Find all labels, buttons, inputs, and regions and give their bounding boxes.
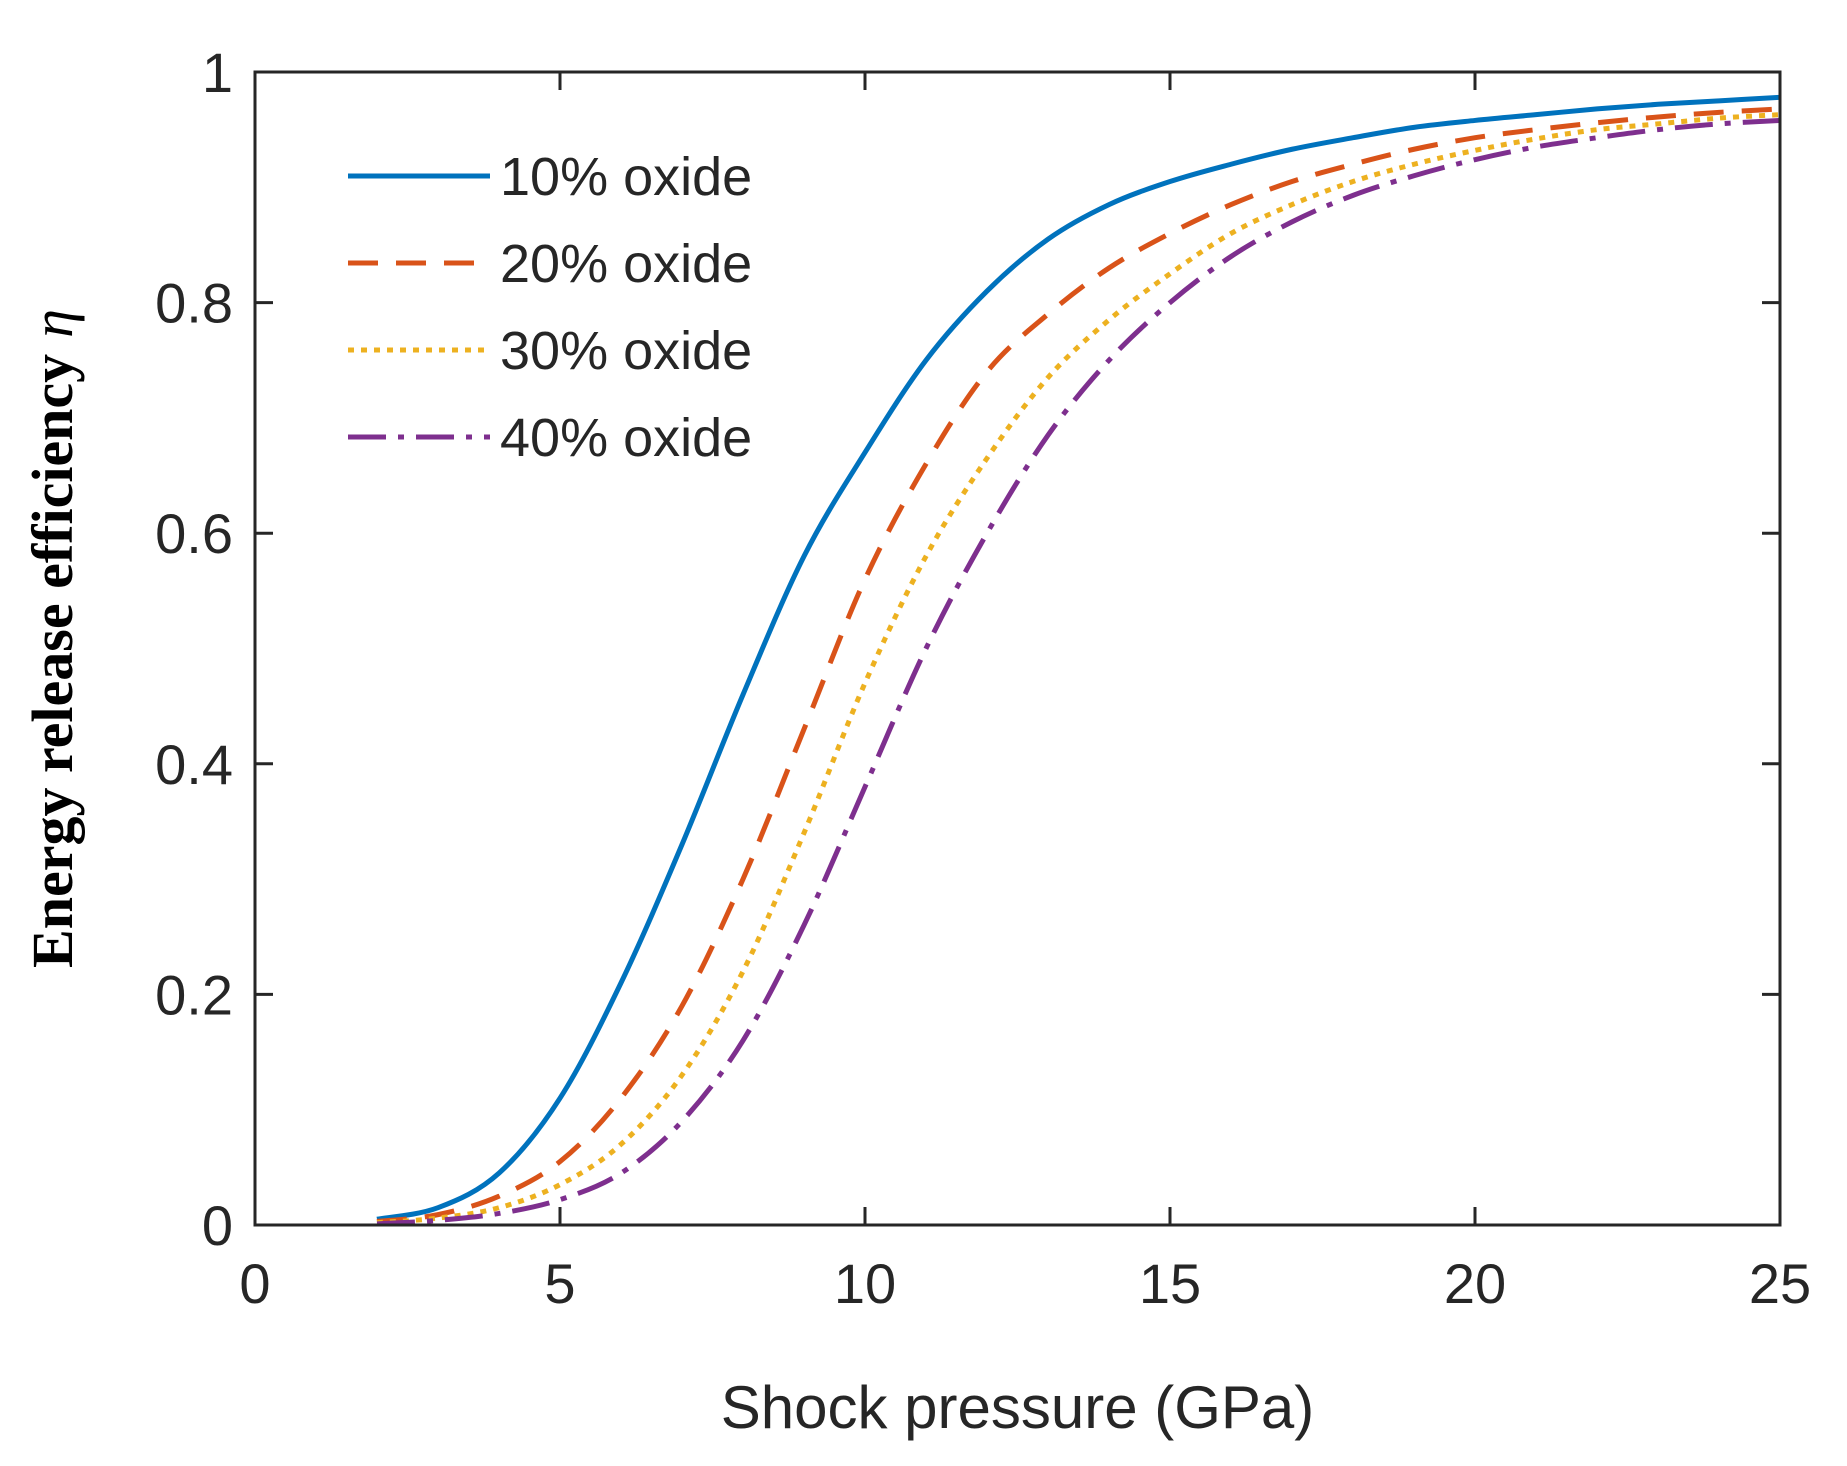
y-tick-label-1: 0.2 <box>155 963 233 1026</box>
x-tick-label-15: 15 <box>1139 1252 1201 1315</box>
x-tick-label-25: 25 <box>1749 1252 1811 1315</box>
x-tick-label-20: 20 <box>1444 1252 1506 1315</box>
y-tick-label-5: 1 <box>202 41 233 104</box>
legend-label-3: 30% oxide <box>500 321 752 381</box>
series-line-1 <box>376 94 1781 1222</box>
y-tick-label-0: 0 <box>202 1194 233 1257</box>
legend-label-1: 10% oxide <box>500 147 752 207</box>
legend-label-2: 20% oxide <box>500 234 752 294</box>
legend: 10% oxide 20% oxide 30% oxide 40% oxide <box>348 147 752 468</box>
y-axis-title: Energy release efficiency η <box>20 309 85 968</box>
x-tick-label-0: 0 <box>239 1252 270 1315</box>
x-axis-title: Shock pressure (GPa) <box>721 1374 1315 1441</box>
y-axis-title-text: Energy release efficiency <box>20 354 85 968</box>
series-line-3 <box>376 112 1781 1226</box>
ticks-layer: 0 5 10 15 20 25 0 0.2 0.4 0.6 0.8 1 <box>155 41 1811 1315</box>
x-tick-label-5: 5 <box>544 1252 575 1315</box>
y-axis-title-symbol: η <box>20 309 85 338</box>
y-tick-label-4: 0.8 <box>155 272 233 335</box>
y-tick-label-2: 0.4 <box>155 733 233 796</box>
legend-label-4: 40% oxide <box>500 408 752 468</box>
plot-frame <box>253 70 1782 1227</box>
series-line-2 <box>376 106 1781 1225</box>
x-tick-label-10: 10 <box>834 1252 896 1315</box>
y-tick-label-3: 0.6 <box>155 502 233 565</box>
series-layer <box>376 94 1781 1227</box>
